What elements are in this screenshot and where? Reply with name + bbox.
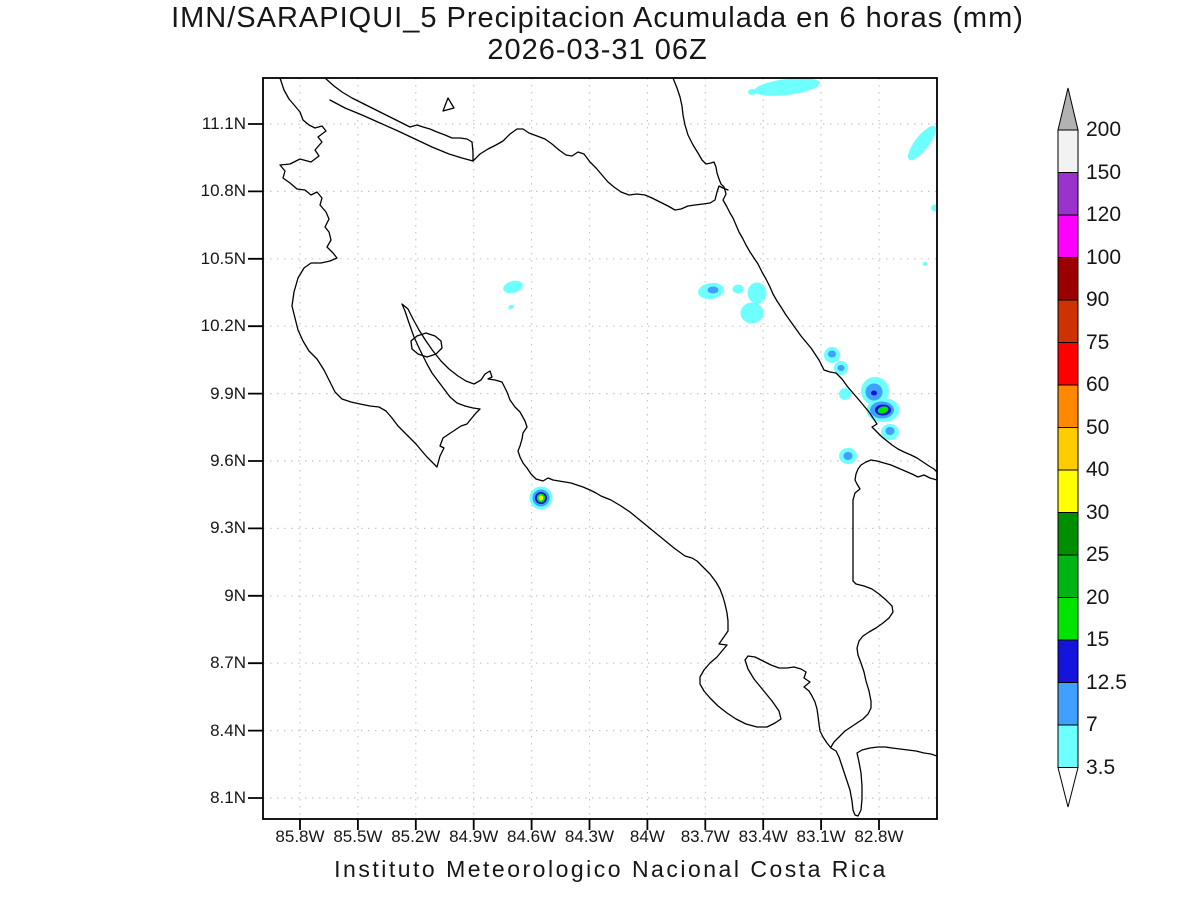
colorbar-band [1057, 554, 1079, 598]
x-tick-label: 83.7W [680, 827, 730, 846]
colorbar-band [1057, 724, 1079, 768]
colorbar-tick-label: 75 [1086, 330, 1110, 354]
colorbar-tick-label: 7 [1086, 713, 1098, 736]
y-tick-label: 8.7N [210, 653, 246, 673]
coastline-pacific [279, 78, 937, 817]
colorbar-band [1057, 597, 1079, 641]
x-tick-label: 85.8W [275, 827, 325, 846]
colorbar-tick-label: 90 [1086, 288, 1110, 311]
colorbar-tick-label: 40 [1086, 458, 1110, 481]
border-nicaragua [329, 99, 474, 162]
colorbar-tick-label: 12.5 [1086, 670, 1127, 694]
y-tick-label: 8.1N [210, 788, 246, 807]
colorbar-tick-label: 60 [1086, 373, 1110, 396]
colorbar-band [1057, 639, 1079, 683]
x-tick-label: 84.6W [507, 827, 557, 846]
colorbar-tick-label: 200 [1086, 118, 1122, 141]
colorbar-band [1057, 299, 1079, 343]
y-tick-label: 11.1N [201, 114, 246, 133]
border-panama [830, 459, 937, 748]
colorbar-tick-label: 20 [1086, 585, 1110, 609]
x-tick-label: 84W [629, 827, 665, 846]
x-tick-label: 84.9W [449, 827, 499, 846]
colorbar-tick-label: 25 [1086, 543, 1110, 566]
lake-arenal-outline [410, 332, 443, 358]
precip-level-12p5 [535, 390, 891, 504]
precip-level-30 [538, 495, 544, 501]
colorbar-top-arrow [1057, 87, 1079, 131]
axis-ticks [248, 123, 880, 830]
colorbar-band [1057, 384, 1079, 428]
title-line-2: 2026-03-31 06Z [487, 34, 708, 66]
colorbar-band [1057, 342, 1079, 386]
island-outline [442, 97, 455, 112]
colorbar-band [1057, 469, 1079, 513]
precip-level-3p5 [503, 78, 937, 510]
colorbar-tick-label: 30 [1086, 500, 1110, 524]
lat-lon-grid [263, 78, 937, 819]
colorbar-tick-label: 3.5 [1086, 755, 1116, 779]
colorbar-tick-label: 120 [1086, 203, 1122, 226]
colorbar-band [1057, 129, 1079, 173]
footer-caption: Instituto Meteorologico Nacional Costa R… [334, 856, 888, 882]
y-tick-label: 9.6N [210, 451, 246, 470]
x-tick-label: 85.2W [391, 827, 441, 846]
x-tick-label: 83.4W [738, 827, 788, 846]
x-tick-label: 85.5W [333, 827, 383, 846]
x-tick-label: 83.1W [796, 827, 846, 846]
colorbar-bottom-arrow [1057, 767, 1079, 808]
y-tick-label: 9.3N [210, 518, 246, 538]
x-tick-label: 84.3W [564, 827, 615, 846]
colorbar-tick-label: 50 [1086, 415, 1110, 439]
colorbar-band [1057, 427, 1079, 471]
x-tick-label: 82.8W [854, 827, 904, 846]
colorbar-band [1057, 214, 1079, 258]
y-tick-label: 9N [224, 585, 246, 605]
precip-level-15 [536, 406, 889, 503]
precip-cells [503, 78, 937, 510]
lake-nicaragua-shore [324, 78, 474, 162]
colorbar-tick-label: 150 [1086, 160, 1122, 184]
figure-title: IMN/SARAPIQUI_5 Precipitacion Acumulada … [0, 2, 1195, 66]
colorbar-band [1057, 172, 1079, 216]
y-tick-label: 10.8N [200, 181, 246, 201]
colorbar-tick-label: 100 [1086, 245, 1122, 269]
colorbar [1057, 87, 1079, 808]
y-tick-label: 9.9N [210, 383, 246, 403]
colorbar-band [1057, 682, 1079, 726]
colorbar-band [1057, 512, 1079, 556]
coastline-caribbean [672, 78, 937, 473]
colorbar-tick-label: 15 [1086, 628, 1110, 651]
san-juan-river-border [472, 128, 729, 211]
y-tick-label: 10.5N [200, 248, 246, 268]
map-frame [262, 77, 938, 820]
y-tick-label: 8.4N [210, 720, 246, 740]
colorbar-band [1057, 257, 1079, 301]
y-tick-label: 10.2N [200, 316, 246, 336]
title-line-1: IMN/SARAPIQUI_5 Precipitacion Acumulada … [171, 2, 1024, 34]
colorbar-bands-group [1057, 129, 1079, 768]
